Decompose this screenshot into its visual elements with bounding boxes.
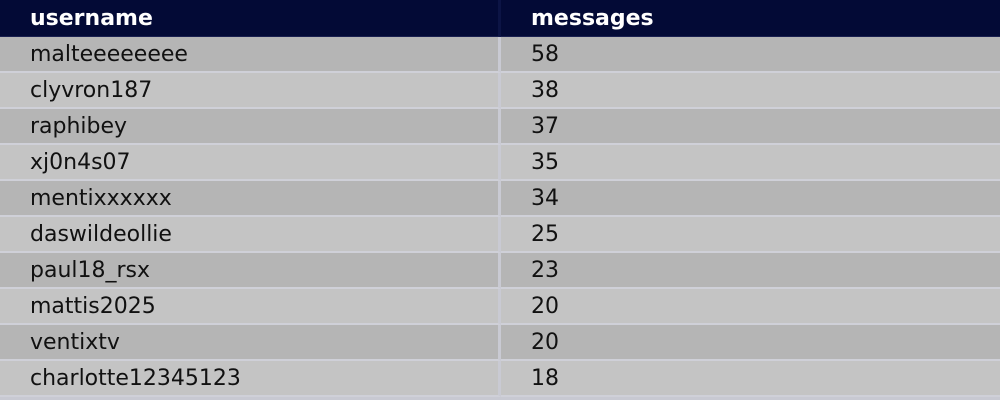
username-cell: xj0n4s07 (0, 145, 501, 181)
messages-cell: 25 (501, 217, 1000, 253)
messages-cell: 58 (501, 37, 1000, 73)
messages-cell: 34 (501, 181, 1000, 217)
table-row: clyvron187 38 (0, 73, 1000, 109)
username-cell: malteeeeeeee (0, 37, 501, 73)
column-header-messages[interactable]: messages (501, 0, 1000, 37)
table-row: raphibey 37 (0, 109, 1000, 145)
table-row: paul18_rsx 23 (0, 253, 1000, 289)
username-cell: daswildeollie (0, 217, 501, 253)
table-row: ventixtv 20 (0, 325, 1000, 361)
username-cell: clyvron187 (0, 73, 501, 109)
table-row: charlotte12345123 18 (0, 361, 1000, 397)
table-row: xj0n4s07 35 (0, 145, 1000, 181)
messages-cell: 20 (501, 289, 1000, 325)
header-row: username messages (0, 0, 1000, 37)
username-cell: paul18_rsx (0, 253, 501, 289)
username-cell: ventixtv (0, 325, 501, 361)
messages-cell: 38 (501, 73, 1000, 109)
username-cell: mattis2025 (0, 289, 501, 325)
table-row: malteeeeeeee 58 (0, 37, 1000, 73)
table-row: mentixxxxxx 34 (0, 181, 1000, 217)
messages-cell: 37 (501, 109, 1000, 145)
username-cell: charlotte12345123 (0, 361, 501, 397)
username-cell: raphibey (0, 109, 501, 145)
username-cell: mentixxxxxx (0, 181, 501, 217)
messages-cell: 18 (501, 361, 1000, 397)
table-row: daswildeollie 25 (0, 217, 1000, 253)
table-row: mattis2025 20 (0, 289, 1000, 325)
messages-cell: 35 (501, 145, 1000, 181)
column-header-username[interactable]: username (0, 0, 501, 37)
messages-cell: 20 (501, 325, 1000, 361)
messages-cell: 23 (501, 253, 1000, 289)
